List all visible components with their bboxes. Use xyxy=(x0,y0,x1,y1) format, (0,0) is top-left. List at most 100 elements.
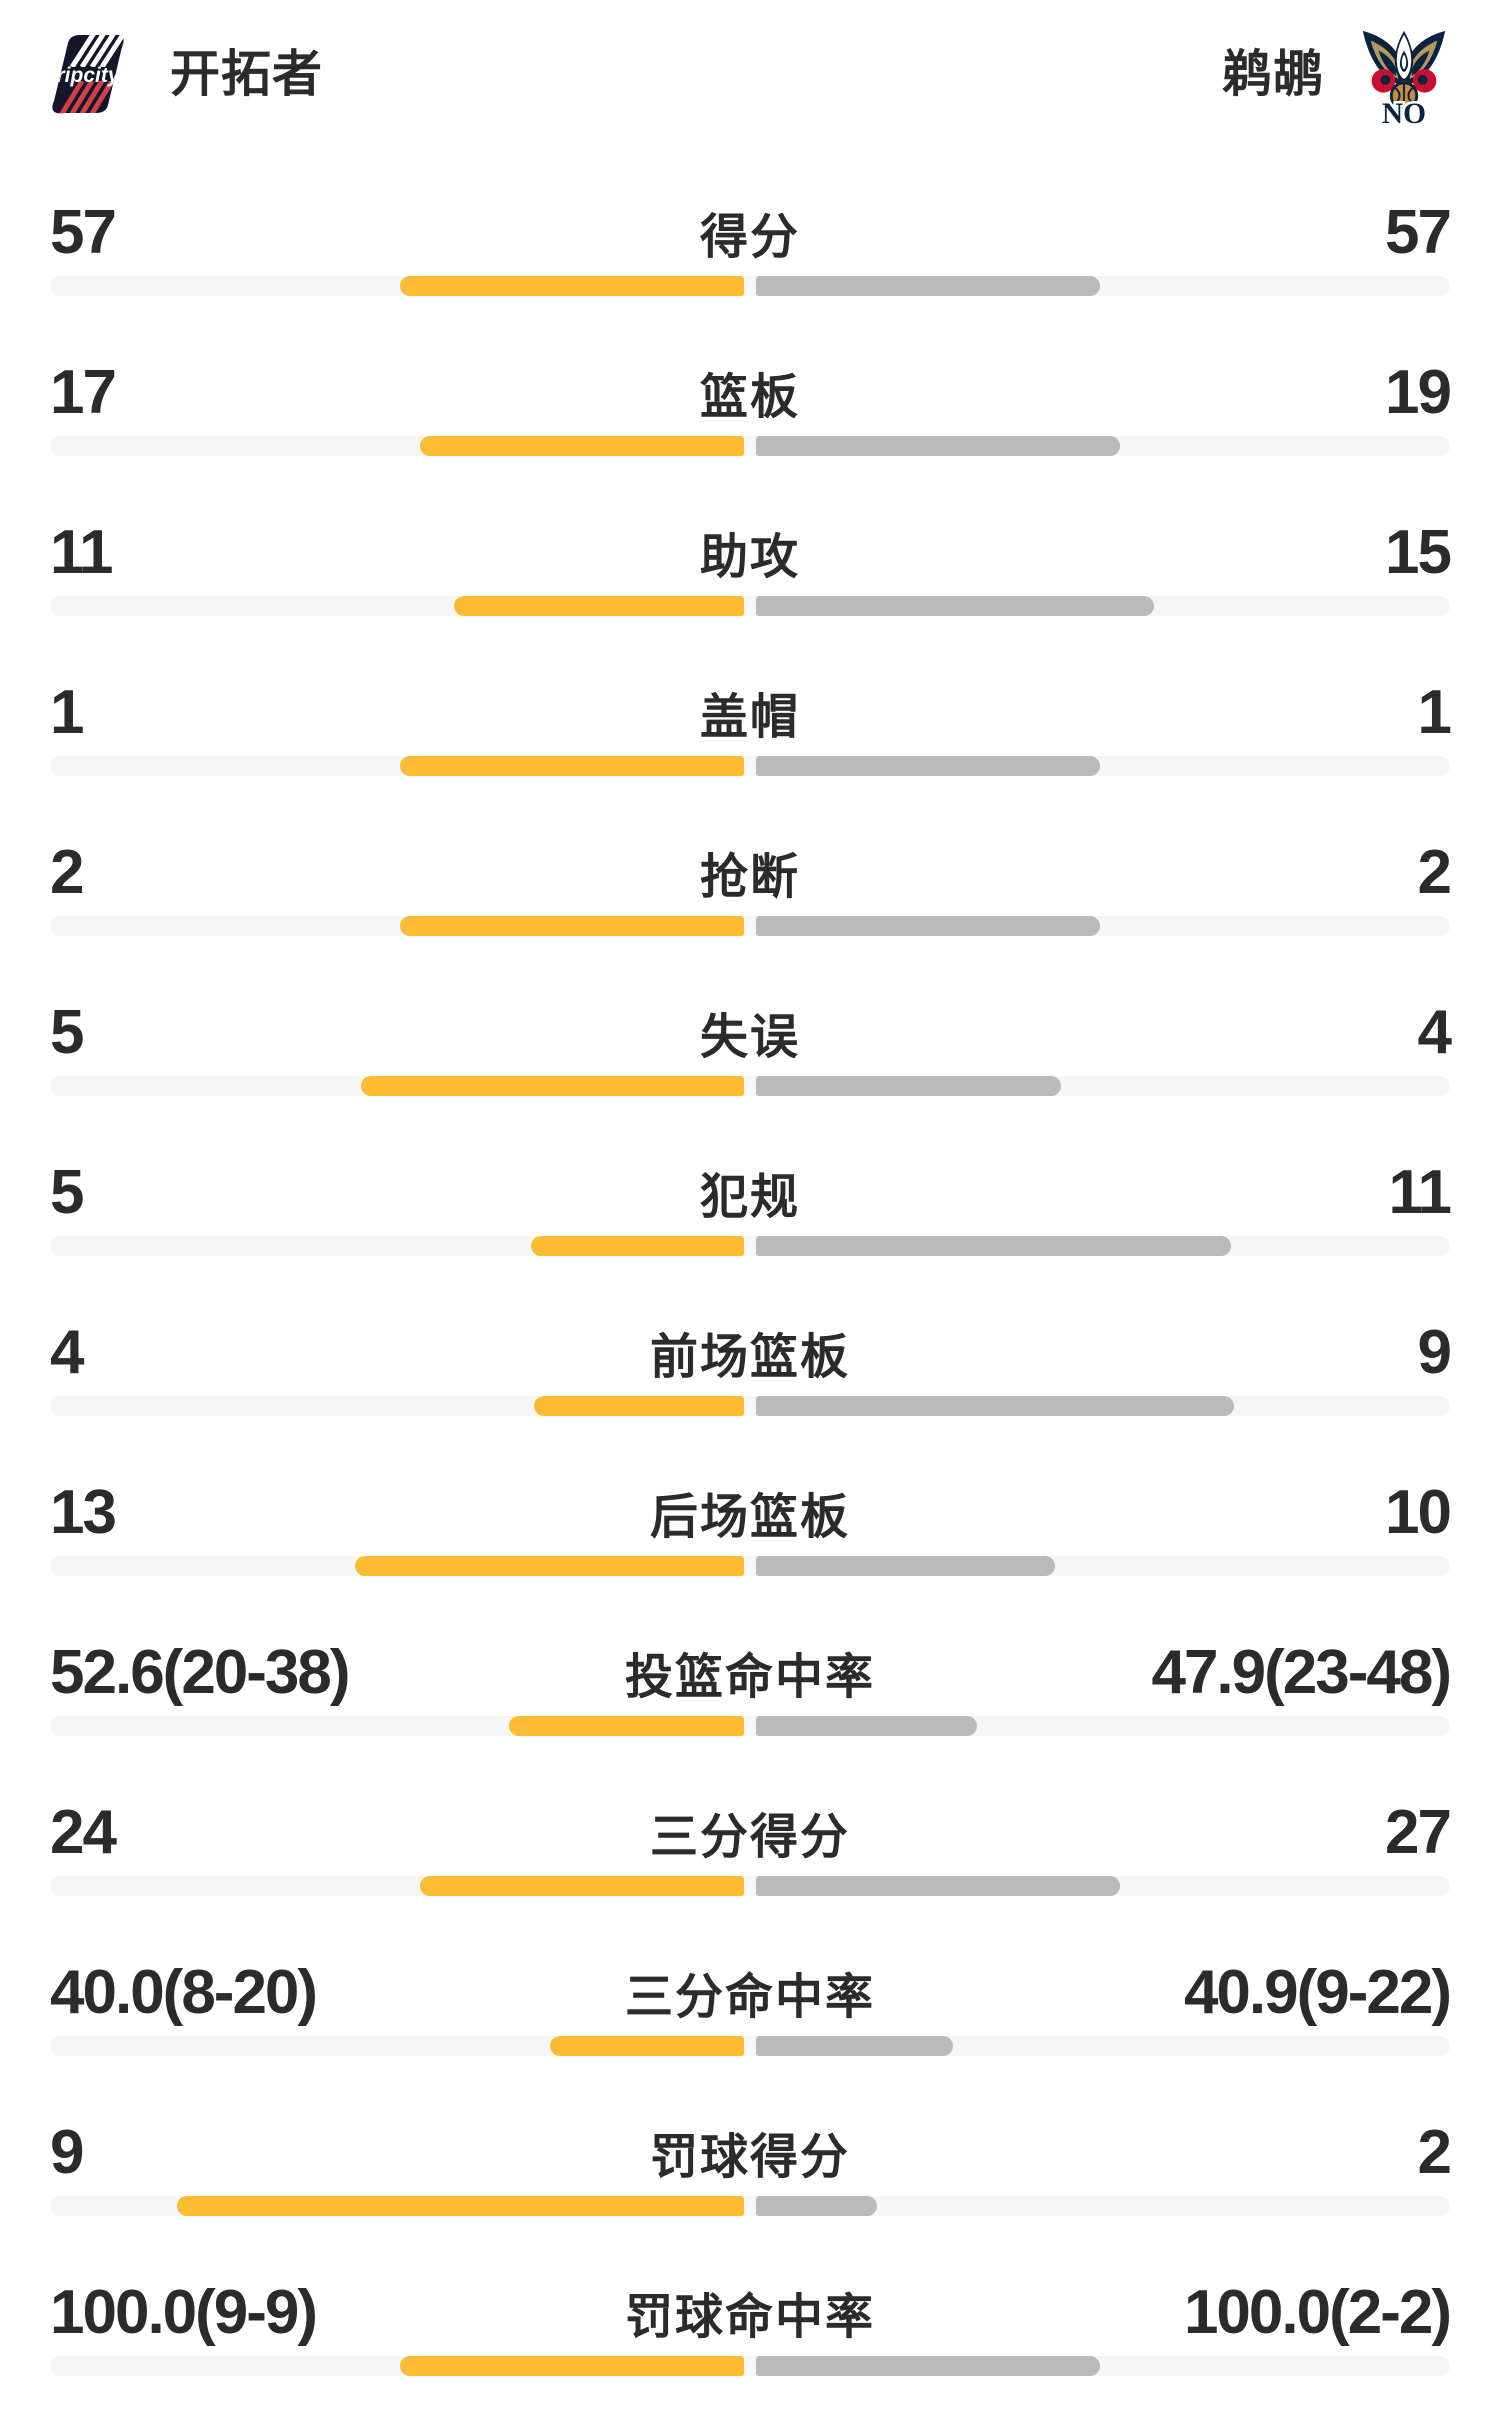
stat-bar-track xyxy=(50,1556,1450,1576)
left-team-value: 4 xyxy=(50,1318,84,1387)
right-team-value: 11 xyxy=(1388,1158,1452,1227)
left-team-value: 52.6(20-38) xyxy=(50,1638,351,1707)
team-right: 鹈鹕 xyxy=(1222,23,1450,125)
stat-label: 抢断 xyxy=(700,851,801,904)
stat-bar-track xyxy=(50,2036,1450,2056)
stat-bar-track xyxy=(50,596,1450,616)
right-team-bar xyxy=(756,2036,953,2056)
right-team-bar xyxy=(756,1076,1061,1096)
stat-bar-track xyxy=(50,436,1450,456)
stat-bar-track xyxy=(50,1236,1450,1256)
team-left: ripcity 开拓者 xyxy=(50,33,323,115)
stat-row-text: 5 失误 4 xyxy=(50,982,1452,1067)
left-team-value: 13 xyxy=(50,1478,117,1547)
stat-row: 2 抢断 2 xyxy=(50,822,1452,982)
right-team-bar xyxy=(756,1396,1235,1416)
left-team-bar xyxy=(400,276,744,296)
stat-row: 4 前场篮板 9 xyxy=(50,1302,1452,1462)
stat-row-text: 100.0(9-9) 罚球命中率 100.0(2-2) xyxy=(50,2262,1452,2347)
stat-row-text: 17 篮板 19 xyxy=(50,342,1452,427)
stat-label: 后场篮板 xyxy=(650,1491,851,1544)
stat-row-text: 57 得分 57 xyxy=(50,182,1452,264)
stat-bar-track xyxy=(50,756,1450,776)
stat-row: 9 罚球得分 2 xyxy=(50,2102,1452,2262)
left-team-bar xyxy=(354,1556,744,1576)
stat-row-text: 2 抢断 2 xyxy=(50,822,1452,907)
teams-header: ripcity 开拓者 鹈鹕 xyxy=(50,0,1450,125)
stat-row: 1 盖帽 1 xyxy=(50,662,1452,822)
right-team-value: 1 xyxy=(1417,678,1452,747)
left-team-value: 100.0(9-9) xyxy=(50,2278,318,2347)
stat-label: 三分命中率 xyxy=(625,1971,876,2024)
right-team-value: 9 xyxy=(1417,1318,1452,1387)
svg-text:NO: NO xyxy=(1382,98,1426,125)
right-team-bar xyxy=(756,2196,878,2216)
blazers-team-logo-icon: ripcity xyxy=(52,34,124,114)
left-team-bar xyxy=(534,1396,744,1416)
stat-label: 投篮命中率 xyxy=(625,1651,876,1704)
stat-row: 24 三分得分 27 xyxy=(50,1782,1452,1942)
stat-row-text: 4 前场篮板 9 xyxy=(50,1302,1452,1387)
right-team-value: 47.9(23-48) xyxy=(1151,1638,1452,1707)
right-team-bar xyxy=(756,1876,1121,1896)
left-team-bar xyxy=(360,1076,744,1096)
right-team-bar xyxy=(756,1716,977,1736)
stat-label: 罚球命中率 xyxy=(625,2291,876,2344)
left-team-bar xyxy=(400,916,744,936)
left-team-value: 11 xyxy=(50,518,114,587)
left-team-value: 2 xyxy=(50,838,84,907)
right-team-name: 鹈鹕 xyxy=(1222,46,1324,102)
left-team-value: 17 xyxy=(50,358,117,427)
stat-row: 57 得分 57 xyxy=(50,182,1452,342)
left-team-value: 9 xyxy=(50,2118,84,2187)
right-team-bar xyxy=(756,1556,1055,1576)
stat-label: 罚球得分 xyxy=(650,2131,851,2184)
stat-label: 盖帽 xyxy=(700,691,801,744)
stat-label: 助攻 xyxy=(700,531,801,584)
right-team-value: 100.0(2-2) xyxy=(1183,2278,1452,2347)
right-team-value: 40.9(9-22) xyxy=(1183,1958,1452,2027)
left-team-value: 24 xyxy=(50,1798,117,1867)
left-team-bar xyxy=(420,1876,744,1896)
left-team-bar xyxy=(400,756,744,776)
stat-label: 失误 xyxy=(700,1011,801,1064)
left-team-bar xyxy=(531,1236,744,1256)
stat-row: 5 犯规 11 xyxy=(50,1142,1452,1302)
left-team-value: 1 xyxy=(50,678,84,747)
stat-row-text: 5 犯规 11 xyxy=(50,1142,1452,1227)
stat-row: 100.0(9-9) 罚球命中率 100.0(2-2) xyxy=(50,2262,1452,2422)
stat-bar-track xyxy=(50,1716,1450,1736)
right-team-value: 15 xyxy=(1385,518,1452,587)
stat-row-text: 13 后场篮板 10 xyxy=(50,1462,1452,1547)
stat-row-text: 1 盖帽 1 xyxy=(50,662,1452,747)
stat-row-text: 52.6(20-38) 投篮命中率 47.9(23-48) xyxy=(50,1622,1452,1707)
right-team-bar xyxy=(756,2356,1100,2376)
stat-row: 13 后场篮板 10 xyxy=(50,1462,1452,1622)
stat-bar-track xyxy=(50,916,1450,936)
stat-row-text: 40.0(8-20) 三分命中率 40.9(9-22) xyxy=(50,1942,1452,2027)
stat-row-text: 24 三分得分 27 xyxy=(50,1782,1452,1867)
stat-bar-track xyxy=(50,1876,1450,1896)
right-team-bar xyxy=(756,756,1100,776)
left-team-bar xyxy=(508,1716,744,1736)
stat-row: 52.6(20-38) 投篮命中率 47.9(23-48) xyxy=(50,1622,1452,1782)
right-team-value: 2 xyxy=(1417,2118,1452,2187)
stat-bar-track xyxy=(50,1396,1450,1416)
stat-row-text: 11 助攻 15 xyxy=(50,502,1452,587)
right-team-bar xyxy=(756,1236,1232,1256)
stat-label: 得分 xyxy=(700,211,801,264)
right-team-value: 19 xyxy=(1385,358,1452,427)
right-team-value: 10 xyxy=(1385,1478,1452,1547)
stat-row: 5 失误 4 xyxy=(50,982,1452,1142)
stat-label: 篮板 xyxy=(700,371,801,424)
left-team-value: 40.0(8-20) xyxy=(50,1958,318,2027)
left-team-bar xyxy=(453,596,744,616)
stats-list: 57 得分 57 17 篮板 19 11 助攻 15 xyxy=(50,182,1452,2422)
right-team-value: 4 xyxy=(1417,998,1452,1067)
stat-row: 11 助攻 15 xyxy=(50,502,1452,662)
stat-row: 17 篮板 19 xyxy=(50,342,1452,502)
stat-bar-track xyxy=(50,2196,1450,2216)
left-team-value: 5 xyxy=(50,998,84,1067)
svg-text:ripcity: ripcity xyxy=(56,64,120,87)
stat-label: 前场篮板 xyxy=(650,1331,851,1384)
